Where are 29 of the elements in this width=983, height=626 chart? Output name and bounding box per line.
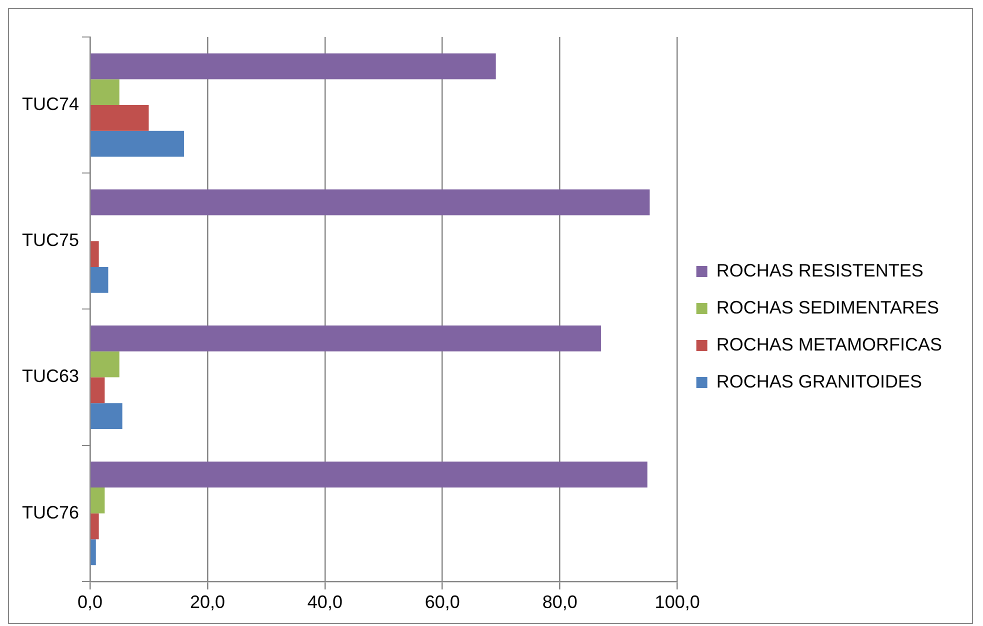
x-tick-label: 20,0 <box>190 592 225 612</box>
x-tick-label: 100,0 <box>654 592 700 612</box>
x-tick-label: 60,0 <box>424 592 460 612</box>
bar <box>90 513 99 540</box>
legend-label: ROCHAS RESISTENTES <box>716 260 924 280</box>
bar <box>90 351 120 378</box>
bar <box>90 189 650 216</box>
y-tick-label: TUC63 <box>22 366 80 386</box>
bar <box>90 267 108 293</box>
bar <box>90 462 648 488</box>
y-tick-label: TUC76 <box>22 502 80 522</box>
bar <box>90 241 99 268</box>
bar <box>90 326 601 352</box>
legend-label: ROCHAS SEDIMENTARES <box>716 297 940 318</box>
x-tick-label: 40,0 <box>307 592 342 612</box>
x-tick-label: 80,0 <box>542 592 578 612</box>
bar <box>90 130 184 157</box>
legend-label: ROCHAS METAMORFICAS <box>716 334 942 354</box>
bar <box>90 539 96 566</box>
bar <box>90 79 120 106</box>
bar <box>90 377 105 404</box>
y-tick-label: TUC74 <box>22 94 80 114</box>
bar <box>90 403 122 429</box>
legend-label: ROCHAS GRANITOIDES <box>716 371 922 392</box>
bar <box>90 105 149 131</box>
bar <box>90 53 496 80</box>
y-tick-label: TUC75 <box>22 230 80 250</box>
x-tick-label: 0,0 <box>78 592 103 612</box>
bar <box>90 487 105 514</box>
